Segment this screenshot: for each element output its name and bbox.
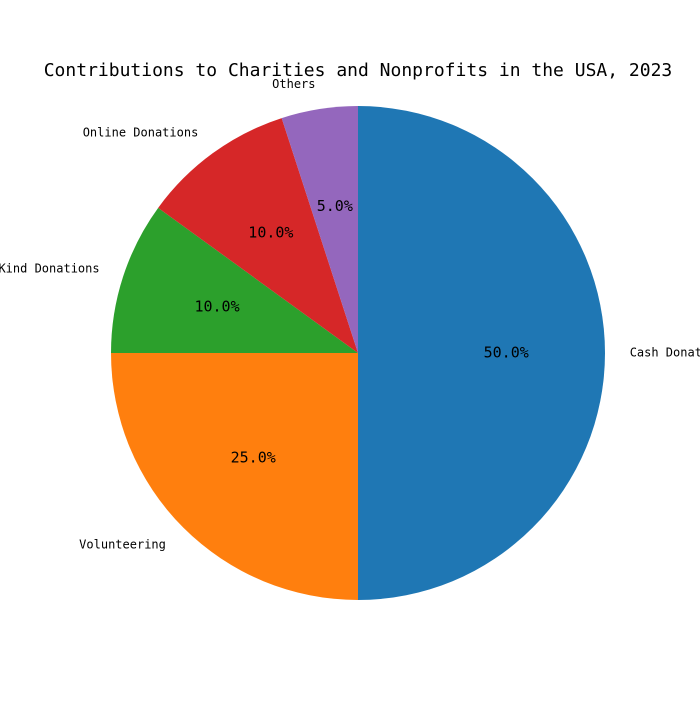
pct-label-online-donations: 10.0% <box>248 224 293 242</box>
slice-label-cash-donations: Cash Donations <box>630 346 700 360</box>
pct-label-volunteering: 25.0% <box>231 448 276 466</box>
pie-slice-online-donations <box>158 118 358 353</box>
pct-label-in-kind-donations: 10.0% <box>194 298 239 316</box>
pie-slice-in-kind-donations <box>111 207 358 353</box>
pie-slice-cash-donations <box>358 106 605 600</box>
slice-label-volunteering: Volunteering <box>79 538 166 552</box>
slice-label-others: Others <box>272 77 315 91</box>
pct-label-others: 5.0% <box>317 197 353 215</box>
chart-title: Contributions to Charities and Nonprofit… <box>44 60 673 81</box>
slice-label-in-kind-donations: In-Kind Donations <box>0 262 100 276</box>
slice-label-online-donations: Online Donations <box>83 126 199 140</box>
pie-labels: Cash Donations 50.0% Volunteering 25.0% In-K… <box>0 77 700 551</box>
pie-slice-others <box>281 106 358 353</box>
pie-slices <box>111 106 605 600</box>
pct-label-cash-donations: 50.0% <box>484 344 529 362</box>
pie-slice-volunteering <box>111 353 358 600</box>
